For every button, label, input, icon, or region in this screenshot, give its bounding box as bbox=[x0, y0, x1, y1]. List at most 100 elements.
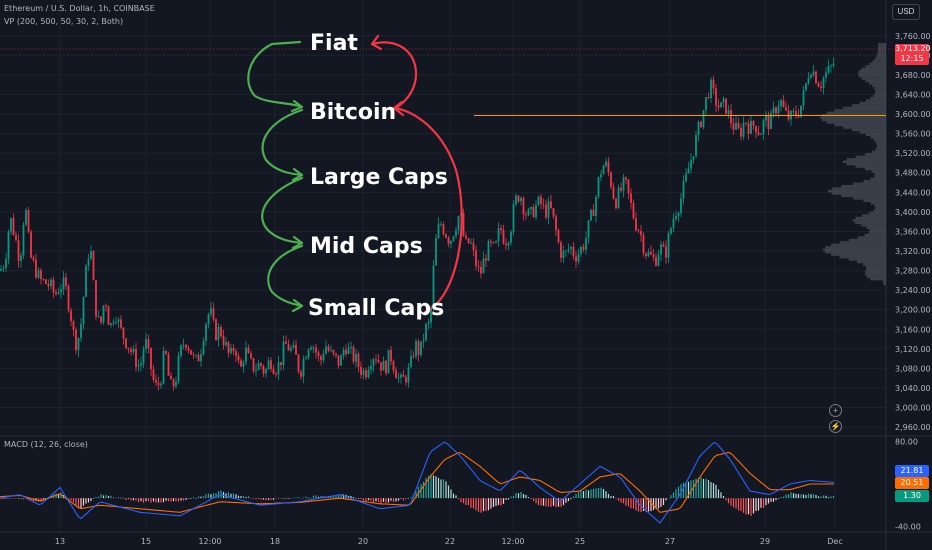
macd-histogram-bar bbox=[727, 498, 730, 504]
macd-histogram-bar bbox=[397, 498, 400, 501]
price-candles bbox=[0, 57, 835, 391]
volume-profile-bar bbox=[851, 128, 886, 132]
candle-body bbox=[305, 357, 307, 360]
candle-body bbox=[505, 243, 507, 246]
currency-button[interactable]: USD bbox=[892, 4, 920, 20]
candle-body bbox=[690, 159, 692, 169]
macd-histogram-bar bbox=[697, 477, 700, 499]
macd-histogram-bar bbox=[482, 498, 485, 512]
candle-body bbox=[427, 322, 430, 324]
volume-profile-bar bbox=[873, 94, 886, 97]
candle-body bbox=[642, 235, 645, 254]
macd-histogram-bar bbox=[290, 498, 292, 499]
volume-profile-bar bbox=[863, 199, 886, 203]
volume-profile-bar bbox=[866, 268, 886, 271]
volume-profile-bar bbox=[872, 84, 886, 88]
macd-histogram-bar bbox=[752, 498, 755, 514]
candle-body bbox=[565, 250, 567, 252]
volume-profile-bar bbox=[870, 277, 886, 281]
macd-histogram-bar bbox=[122, 497, 125, 499]
candle-body bbox=[407, 367, 410, 383]
macd-histogram-bar bbox=[830, 496, 832, 499]
macd-histogram-bar bbox=[330, 495, 332, 499]
macd-histogram-bar bbox=[645, 498, 647, 513]
volume-profile-bar bbox=[841, 194, 886, 198]
candle-body bbox=[12, 218, 15, 235]
candle-body bbox=[552, 207, 555, 217]
macd-histogram-bar bbox=[810, 494, 812, 499]
macd-histogram-bar bbox=[542, 498, 545, 506]
macd-histogram-bar bbox=[547, 498, 550, 507]
candle-body bbox=[190, 350, 192, 355]
volume-profile-bar bbox=[874, 204, 886, 207]
price-tick-label: 3,560.00 bbox=[895, 130, 931, 139]
candle-body bbox=[5, 258, 7, 268]
volume-profile-bar bbox=[877, 52, 886, 56]
macd-histogram-bar bbox=[87, 498, 90, 503]
macd-histogram-bar bbox=[205, 494, 207, 499]
candle-body bbox=[512, 204, 515, 232]
macd-histogram-bar bbox=[720, 492, 722, 499]
macd-histogram-bar bbox=[767, 498, 770, 504]
candle-body bbox=[337, 355, 340, 366]
macd-histogram-bar bbox=[467, 498, 470, 506]
macd-histogram-bar bbox=[807, 493, 810, 499]
volume-profile-bar bbox=[877, 43, 886, 46]
volume-profile-bar bbox=[866, 275, 886, 278]
macd-histogram-bar bbox=[402, 498, 405, 501]
macd-histogram-bar bbox=[690, 480, 692, 499]
candle-body bbox=[535, 204, 537, 218]
candle-body bbox=[22, 224, 25, 256]
macd-line bbox=[0, 441, 835, 524]
macd-histogram-bar bbox=[457, 498, 460, 500]
macd-histogram-bar bbox=[502, 498, 505, 504]
volume-profile-bar bbox=[870, 136, 886, 139]
macd-histogram-bar bbox=[715, 484, 717, 499]
macd-histogram-bar bbox=[17, 498, 20, 499]
vp-legend: VP (200, 500, 50, 30, 2, Both) bbox=[4, 17, 124, 26]
candle-body bbox=[830, 65, 832, 67]
candle-body bbox=[727, 110, 730, 114]
candle-body bbox=[762, 120, 765, 135]
volume-profile-bar bbox=[877, 50, 886, 53]
candle-body bbox=[152, 369, 155, 380]
candle-body bbox=[127, 347, 130, 350]
plus-icon[interactable]: + bbox=[829, 404, 842, 417]
candle-body bbox=[65, 277, 67, 287]
macd-histogram-bar bbox=[197, 496, 200, 499]
macd-histogram-bar bbox=[447, 485, 450, 499]
candle-body bbox=[345, 349, 347, 354]
candle-body bbox=[202, 341, 205, 355]
macd-histogram-bar bbox=[400, 498, 402, 499]
lightning-icon[interactable]: ⚡ bbox=[829, 420, 842, 433]
macd-histogram-bar bbox=[262, 498, 265, 500]
candle-body bbox=[657, 254, 660, 266]
price-tick-label: 3,600.00 bbox=[895, 110, 931, 119]
macd-histogram-bar bbox=[500, 498, 502, 506]
macd-histogram-bar bbox=[125, 498, 127, 501]
candle-body bbox=[742, 122, 745, 137]
candle-body bbox=[262, 366, 265, 374]
candle-body bbox=[117, 319, 120, 322]
macd-histogram-bar bbox=[740, 498, 742, 512]
macd-histogram-bar bbox=[567, 498, 570, 502]
macd-histogram-bar bbox=[202, 496, 205, 499]
candle-body bbox=[650, 251, 652, 255]
candle-body bbox=[595, 196, 597, 217]
candle-body bbox=[185, 344, 187, 348]
macd-histogram-bar bbox=[270, 498, 272, 500]
candle-body bbox=[410, 355, 412, 368]
macd-histogram-bar bbox=[185, 498, 187, 500]
candle-body bbox=[717, 105, 720, 108]
candle-body bbox=[207, 314, 210, 325]
candle-body bbox=[640, 231, 642, 236]
price-tick-label: 3,680.00 bbox=[895, 71, 931, 80]
candle-body bbox=[32, 257, 35, 260]
volume-profile-bar bbox=[842, 160, 886, 163]
candle-body bbox=[375, 359, 377, 361]
macd-histogram-bar bbox=[165, 498, 167, 501]
candle-body bbox=[740, 128, 742, 137]
candle-body bbox=[707, 97, 710, 99]
volume-profile-bar bbox=[825, 246, 886, 249]
